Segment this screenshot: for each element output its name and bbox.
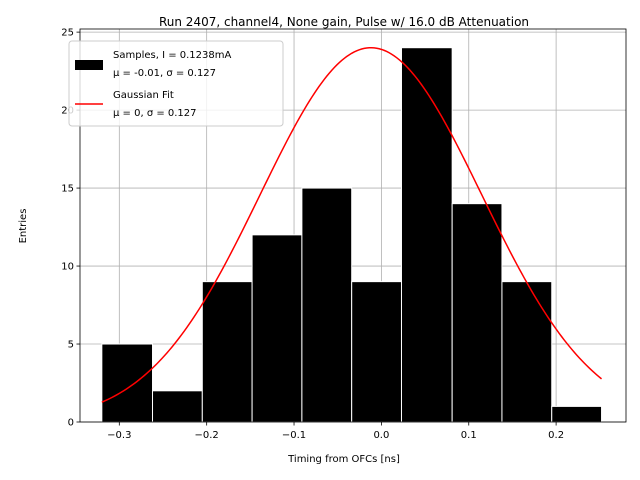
y-tick-label: 5 bbox=[68, 340, 74, 351]
legend-fit-label: Gaussian Fit bbox=[113, 90, 174, 101]
histogram-bar bbox=[101, 343, 154, 423]
legend-samples-swatch bbox=[75, 60, 103, 70]
x-tick-label: 0.1 bbox=[461, 430, 477, 441]
histogram-bar bbox=[551, 405, 603, 423]
histogram-bar bbox=[400, 47, 453, 423]
gaussian-fit-line bbox=[101, 46, 603, 403]
y-tick-label: 25 bbox=[61, 28, 74, 39]
x-tick-label: 0.0 bbox=[373, 430, 389, 441]
histogram-bar bbox=[152, 390, 203, 423]
x-tick-label: −0.3 bbox=[107, 430, 131, 441]
y-tick-label: 10 bbox=[61, 262, 74, 273]
histogram-bar bbox=[451, 203, 503, 423]
x-axis-label: Timing from OFCs [ns] bbox=[287, 454, 400, 465]
legend-box bbox=[68, 40, 284, 127]
y-axis-label: Entries bbox=[18, 209, 29, 244]
chart-title: Run 2407, channel4, None gain, Pulse w/ … bbox=[159, 15, 529, 29]
histogram-bar bbox=[201, 281, 253, 423]
x-tick-label: −0.2 bbox=[195, 430, 219, 441]
bars-layer bbox=[101, 47, 603, 423]
x-ticks: −0.3 −0.2 −0.1 0.0 0.1 0.2 bbox=[107, 422, 564, 441]
y-tick-label: 20 bbox=[61, 106, 74, 117]
x-tick-label: 0.2 bbox=[548, 430, 564, 441]
fit-layer bbox=[101, 46, 603, 403]
y-tick-label: 15 bbox=[61, 184, 74, 195]
histogram-bar bbox=[351, 281, 402, 423]
legend-fit-stats: μ = 0, σ = 0.127 bbox=[113, 108, 197, 119]
x-tick-label: −0.1 bbox=[282, 430, 306, 441]
histogram-bar bbox=[251, 234, 303, 423]
histogram-bar bbox=[301, 187, 353, 423]
legend-samples-stats: μ = -0.01, σ = 0.127 bbox=[113, 68, 216, 79]
axes-frame bbox=[79, 28, 627, 423]
legend: Samples, I = 0.1238mA μ = -0.01, σ = 0.1… bbox=[68, 40, 284, 127]
histogram-bar bbox=[501, 281, 553, 423]
legend-samples-label: Samples, I = 0.1238mA bbox=[113, 50, 231, 61]
y-tick-label: 0 bbox=[68, 418, 74, 429]
